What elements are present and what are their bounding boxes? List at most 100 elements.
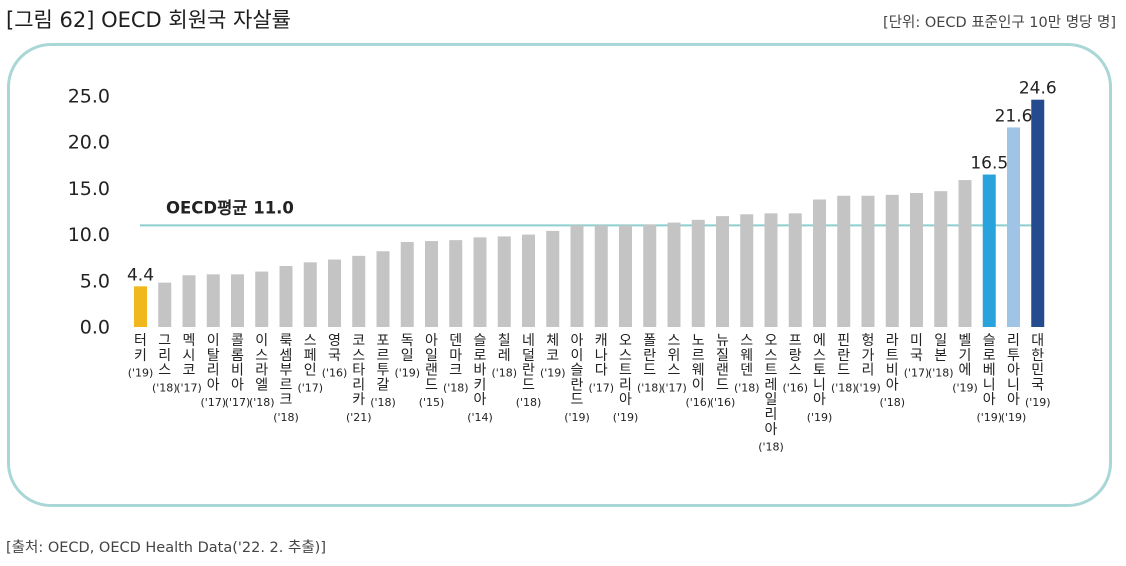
x-year-label: ('18) xyxy=(516,396,542,409)
bar xyxy=(837,196,850,327)
x-year-label: ('17) xyxy=(225,396,251,409)
x-category-label: 칠레 xyxy=(498,333,511,364)
x-year-label: ('17) xyxy=(297,381,323,394)
bar xyxy=(595,225,608,327)
x-category-label: 오스트리아 xyxy=(619,333,632,408)
bar xyxy=(255,272,268,327)
bar xyxy=(158,283,171,327)
bar xyxy=(619,225,632,327)
x-year-label: ('18) xyxy=(249,396,275,409)
x-year-label: ('19) xyxy=(976,411,1002,424)
bar-value-label: 16.5 xyxy=(970,154,1008,174)
bar xyxy=(765,213,778,327)
source-note: [출처: OECD, OECD Health Data('22. 2. 추출)] xyxy=(6,536,326,557)
bar xyxy=(304,262,317,327)
x-year-label: ('18) xyxy=(734,381,760,394)
x-year-label: ('16) xyxy=(322,367,348,380)
bar xyxy=(959,180,972,327)
x-year-label: ('19) xyxy=(564,411,590,424)
y-tick-label: 20.0 xyxy=(68,132,110,154)
bar xyxy=(643,224,656,327)
bar xyxy=(571,225,584,327)
bar-value-label: 24.6 xyxy=(1019,79,1057,99)
x-year-label: ('17) xyxy=(904,367,930,380)
x-year-label: ('16) xyxy=(710,396,736,409)
y-tick-label: 25.0 xyxy=(68,86,110,108)
bar xyxy=(983,175,996,327)
bar-chart: OECD평균 11.0 0.0 5.0 10.0 15.0 20.0 25.0 4.4 16… xyxy=(0,0,1126,566)
x-category-label: 이스라엘 xyxy=(255,333,268,393)
oecd-average-label: OECD평균 11.0 xyxy=(166,198,294,217)
x-year-label: ('18) xyxy=(928,367,954,380)
bar xyxy=(207,274,220,327)
x-year-label: ('19) xyxy=(613,411,639,424)
x-year-label: ('19) xyxy=(1001,411,1027,424)
y-tick-label: 15.0 xyxy=(68,178,110,200)
bar xyxy=(910,193,923,327)
x-year-label: ('17) xyxy=(176,381,202,394)
x-year-label: ('17) xyxy=(588,381,614,394)
x-category-label: 코스타리카 xyxy=(352,333,365,408)
x-year-label: ('15) xyxy=(419,396,445,409)
x-year-label: ('18) xyxy=(152,381,178,394)
bar xyxy=(813,199,826,327)
x-year-label: ('17) xyxy=(661,381,687,394)
x-category-label: 스위스 xyxy=(668,333,681,379)
bar xyxy=(546,231,559,327)
bar-value-label: 21.6 xyxy=(995,106,1033,126)
bar xyxy=(449,240,462,327)
x-year-label: ('21) xyxy=(346,411,372,424)
x-year-label: ('14) xyxy=(467,411,493,424)
bar xyxy=(352,256,365,327)
bar xyxy=(401,242,414,327)
bar xyxy=(862,196,875,327)
bar xyxy=(1007,127,1020,327)
x-year-label: ('19) xyxy=(1025,396,1051,409)
bar xyxy=(474,237,487,327)
bar xyxy=(668,223,681,327)
x-year-label: ('18) xyxy=(443,381,469,394)
x-year-label: ('18) xyxy=(491,367,517,380)
x-category-label: 스웨덴 xyxy=(740,333,753,379)
bar xyxy=(498,236,511,327)
x-category-label: 멕시코 xyxy=(183,333,196,379)
x-year-label: ('18) xyxy=(879,396,905,409)
x-year-label: ('19) xyxy=(128,367,154,380)
x-category-label: 오스트레일리아 xyxy=(765,333,778,438)
bar xyxy=(692,220,705,327)
bar xyxy=(716,216,729,327)
x-year-label: ('19) xyxy=(540,367,566,380)
bar xyxy=(789,213,802,327)
x-year-label: ('19) xyxy=(807,411,833,424)
bar xyxy=(740,214,753,327)
bar xyxy=(522,235,535,327)
y-tick-label: 0.0 xyxy=(80,317,110,339)
x-year-label: ('18) xyxy=(831,381,857,394)
x-year-label: ('19) xyxy=(952,381,978,394)
bar-value-label: 4.4 xyxy=(127,265,154,285)
x-year-label: ('19) xyxy=(855,381,881,394)
y-tick-label: 10.0 xyxy=(68,224,110,246)
bar xyxy=(886,195,899,327)
bar xyxy=(425,241,438,327)
bar xyxy=(134,286,147,327)
y-tick-label: 5.0 xyxy=(80,270,110,292)
